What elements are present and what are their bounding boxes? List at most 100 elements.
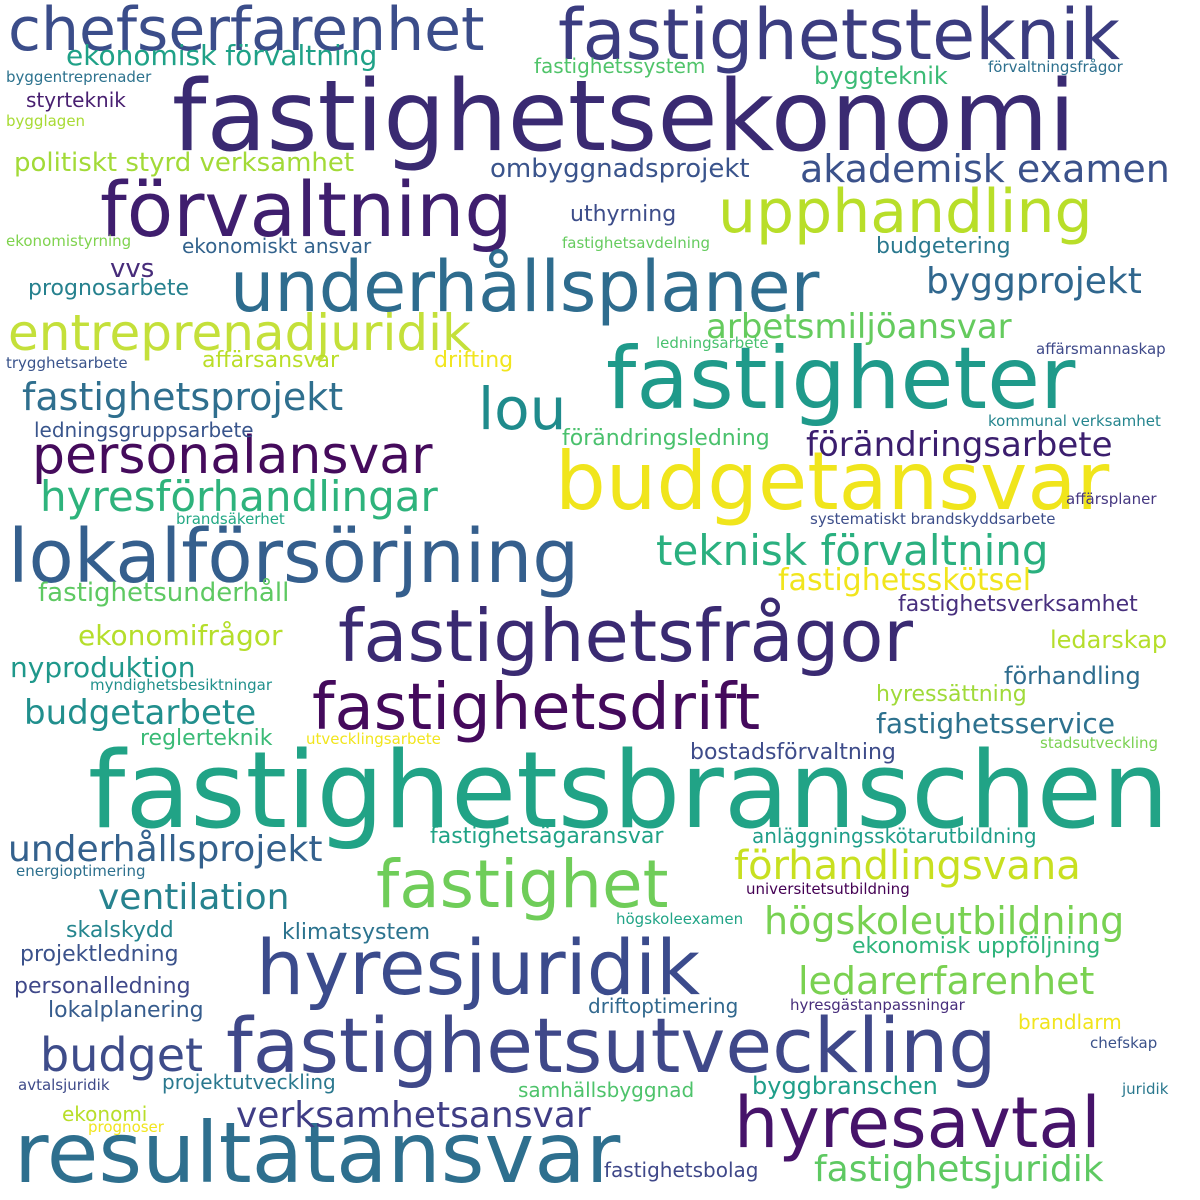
word-personalledning: personalledning	[14, 974, 191, 999]
word-budgetering: budgetering	[876, 234, 1011, 259]
word-hyresforhandlingar: hyresförhandlingar	[40, 472, 438, 521]
word-skalskydd: skalskydd	[66, 918, 174, 943]
word-affarsplaner: affärsplaner	[1066, 490, 1157, 508]
word-budgetansvar: budgetansvar	[555, 435, 1110, 528]
word-fastighetsverksamhet: fastighetsverksamhet	[898, 592, 1138, 617]
word-politiskt-styrd-verksamhet: politiskt styrd verksamhet	[14, 148, 355, 178]
word-byggteknik: byggteknik	[814, 62, 948, 90]
word-reglerteknik: reglerteknik	[140, 726, 273, 751]
word-avtalsjuridik: avtalsjuridik	[18, 1076, 110, 1094]
word-ekonomistyrning: ekonomistyrning	[6, 232, 132, 250]
word-lokalplanering: lokalplanering	[48, 998, 204, 1023]
word-driftoptimering: driftoptimering	[588, 994, 739, 1018]
word-ombyggnadsprojekt: ombyggnadsprojekt	[490, 154, 750, 184]
word-affarsmannaskap: affärsmannaskap	[1036, 340, 1166, 358]
word-underhallsplaner: underhållsplaner	[230, 246, 820, 328]
word-fastighetsbolag: fastighetsbolag	[604, 1158, 759, 1182]
word-forvaltningsfragor: förvaltningsfrågor	[988, 58, 1123, 76]
word-fastighetsekonomi: fastighetsekonomi	[172, 60, 1076, 174]
word-hyressattning: hyressättning	[876, 682, 1027, 707]
word-klimatsystem: klimatsystem	[282, 920, 431, 945]
word-fastighet: fastighet	[376, 846, 669, 923]
word-fastigheter: fastigheter	[606, 329, 1076, 429]
word-lokalforsorjning: lokalförsörjning	[8, 514, 580, 600]
word-projektutveckling: projektutveckling	[162, 1070, 336, 1094]
word-brandsakerhet: brandsäkerhet	[176, 510, 285, 528]
word-kommunal-verksamhet: kommunal verksamhet	[988, 412, 1161, 430]
word-forhandlingsvana: förhandlingsvana	[734, 843, 1081, 889]
word-fastighetsavdelning: fastighetsavdelning	[562, 234, 710, 252]
word-vvs: vvs	[110, 254, 155, 284]
word-budget: budget	[40, 1028, 204, 1082]
word-systematiskt-brandskyddsarbete: systematiskt brandskyddsarbete	[810, 510, 1056, 528]
word-forandringsarbete: förändringsarbete	[806, 425, 1113, 465]
word-byggprojekt: byggprojekt	[926, 261, 1142, 302]
word-drifting: drifting	[434, 348, 514, 373]
word-fastighetsutveckling: fastighetsutveckling	[226, 1001, 997, 1090]
word-brandlarm: brandlarm	[1018, 1010, 1122, 1034]
word-verksamhetsansvar: verksamhetsansvar	[236, 1095, 591, 1136]
word-fastighetsbranschen: fastighetsbranschen	[88, 729, 1170, 852]
word-affarsansvar: affärsansvar	[202, 348, 340, 373]
word-arbetsmiljoansvar: arbetsmiljöansvar	[706, 307, 1012, 347]
word-byggbranschen: byggbranschen	[752, 1072, 938, 1100]
word-fastighetsfragor: fastighetsfrågor	[338, 594, 914, 678]
word-ekonomiskt-ansvar: ekonomiskt ansvar	[182, 234, 372, 258]
word-bygglagen: bygglagen	[6, 112, 86, 130]
word-chefserfarenhet: chefserfarenhet	[8, 0, 485, 65]
word-forandringsledning: förändringsledning	[562, 426, 770, 451]
word-ekonomi: ekonomi	[62, 1102, 148, 1126]
word-resultatansvar: resultatansvar	[14, 1104, 621, 1200]
word-utvecklingsarbete: utvecklingsarbete	[306, 730, 441, 748]
word-hogskoleutbildning: högskoleutbildning	[764, 899, 1125, 943]
word-fastighetsjuridik: fastighetsjuridik	[814, 1149, 1104, 1190]
word-uthyrning: uthyrning	[570, 202, 677, 227]
word-hyresavtal: hyresavtal	[734, 1082, 1101, 1164]
word-chefskap: chefskap	[1090, 1034, 1158, 1052]
word-ekonomisk-forvaltning: ekonomisk förvaltning	[66, 39, 378, 72]
word-ventilation: ventilation	[98, 877, 290, 918]
word-stadsutveckling: stadsutveckling	[1040, 734, 1159, 752]
word-energioptimering: energioptimering	[16, 862, 146, 880]
word-myndighetsbesiktningar: myndighetsbesiktningar	[90, 676, 272, 694]
word-fastighetsagaransvar: fastighetsägaransvar	[430, 824, 664, 849]
word-ledarerfarenhet: ledarerfarenhet	[798, 959, 1095, 1003]
word-fastighetsdrift: fastighetsdrift	[312, 671, 761, 745]
word-prognosarbete: prognosarbete	[28, 276, 190, 301]
word-hyresgastanpassningar: hyresgästanpassningar	[790, 996, 965, 1014]
word-fastighetssystem: fastighetssystem	[534, 54, 706, 78]
word-fastighetsservice: fastighetsservice	[876, 707, 1115, 740]
word-projektledning: projektledning	[20, 942, 179, 967]
word-lou: lou	[478, 375, 567, 443]
word-hogskoleexamen: högskoleexamen	[616, 910, 744, 928]
word-nyproduktion: nyproduktion	[10, 651, 196, 684]
word-byggentreprenader: byggentreprenader	[6, 68, 152, 86]
word-fastighetsskotsel: fastighetsskötsel	[778, 563, 1032, 598]
word-ekonomifragor: ekonomifrågor	[78, 619, 283, 652]
word-trygghetsarbete: trygghetsarbete	[6, 354, 128, 372]
word-forvaltning: förvaltning	[100, 165, 513, 254]
word-entreprenadjuridik: entreprenadjuridik	[8, 304, 471, 362]
word-juridik: juridik	[1122, 1080, 1169, 1098]
word-styrteknik: styrteknik	[26, 88, 126, 112]
word-forhandling: förhandling	[1004, 662, 1141, 690]
word-teknisk-forvaltning: teknisk förvaltning	[656, 526, 1049, 575]
word-upphandling: upphandling	[718, 177, 1093, 247]
word-universitetsutbildning: universitetsutbildning	[746, 880, 910, 898]
word-underhallsprojekt: underhållsprojekt	[8, 829, 323, 870]
word-hyresjuridik: hyresjuridik	[256, 923, 701, 1012]
word-ekonomisk-uppfoljning: ekonomisk uppföljning	[852, 934, 1101, 959]
word-ledningsgruppsarbete: ledningsgruppsarbete	[34, 418, 254, 442]
word-fastighetsprojekt: fastighetsprojekt	[22, 375, 344, 419]
word-fastighetsunderhall: fastighetsunderhåll	[38, 578, 290, 608]
word-budgetarbete: budgetarbete	[24, 693, 257, 733]
word-ledningsarbete: ledningsarbete	[656, 334, 769, 352]
word-samhallsbyggnad: samhällsbyggnad	[518, 1078, 695, 1102]
word-fastighetsteknik: fastighetsteknik	[558, 0, 1121, 76]
word-bostadsforvaltning: bostadsförvaltning	[690, 740, 896, 765]
word-anlaggningsskotarutbildning: anläggningsskötarutbildning	[752, 824, 1037, 848]
word-personalansvar: personalansvar	[32, 426, 433, 486]
word-ledarskap: ledarskap	[1050, 626, 1168, 654]
word-akademisk-examen: akademisk examen	[800, 147, 1170, 191]
